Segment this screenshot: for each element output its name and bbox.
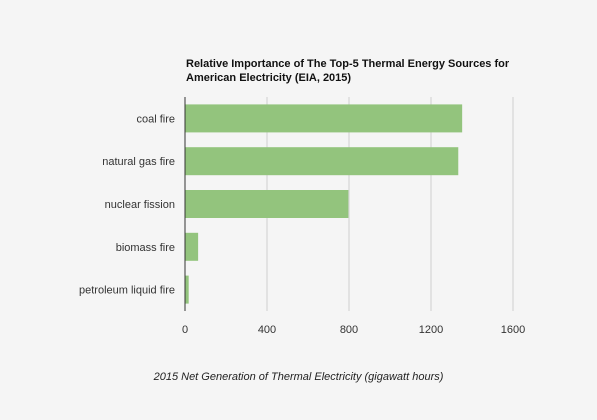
y-tick-label-nuclear-fission: nuclear fission [105, 199, 175, 211]
x-tick-label-400: 400 [258, 324, 276, 336]
y-tick-label-biomass-fire: biomass fire [116, 242, 175, 254]
x-tick-label-800: 800 [340, 324, 358, 336]
x-tick-label-1200: 1200 [419, 324, 443, 336]
chart-title-line-1: Relative Importance of The Top-5 Thermal… [186, 58, 510, 70]
y-tick-label-coal-fire: coal fire [136, 113, 175, 125]
y-tick-label-petroleum-liquid-fire: petroleum liquid fire [79, 285, 175, 297]
bar-nuclear-fission [185, 190, 349, 218]
bar-coal-fire [185, 104, 463, 133]
bar-petroleum-liquid-fire [185, 275, 189, 304]
bar-natural-gas-fire [185, 147, 459, 176]
x-axis-label: 2015 Net Generation of Thermal Electrici… [153, 371, 444, 383]
chart-title: Relative Importance of The Top-5 Thermal… [186, 57, 546, 85]
x-tick-label-1600: 1600 [501, 324, 525, 336]
chart-title-line-2: American Electricity (EIA, 2015) [186, 72, 352, 84]
y-tick-label-natural-gas-fire: natural gas fire [102, 156, 175, 168]
x-tick-label-0: 0 [182, 324, 188, 336]
bar-biomass-fire [185, 232, 199, 261]
